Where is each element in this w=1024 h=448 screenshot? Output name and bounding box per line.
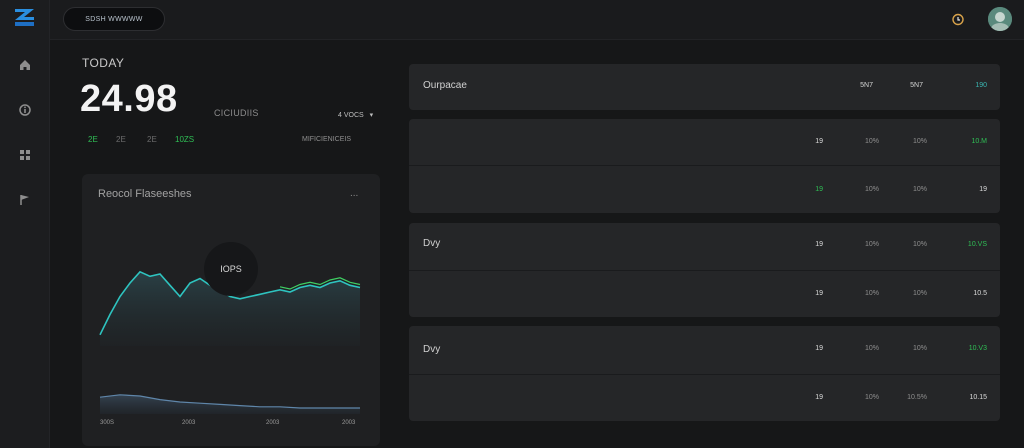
today-label: TODAY [82, 56, 125, 70]
metric-1: 2E [88, 135, 98, 144]
logo-icon[interactable] [12, 6, 38, 30]
row-cell: 10% [864, 394, 879, 401]
flag-icon [20, 195, 29, 205]
sidebar [0, 0, 50, 448]
row-cell: 10.5% [907, 394, 927, 401]
avatar-image [988, 7, 1012, 31]
x-tick-label: 2003 [342, 420, 356, 426]
metric-2: 2E [116, 135, 126, 144]
avatar[interactable] [988, 7, 1012, 31]
series-2-line [99, 394, 360, 409]
row-cell: 10.V3 [968, 345, 987, 352]
row-cell: 10.M [971, 138, 987, 145]
row-cell: 19 [815, 290, 823, 297]
grid-icon [20, 150, 30, 160]
row-cell: 19 [815, 186, 823, 193]
metric-summary: MIFICIENICEIS [302, 136, 352, 143]
x-tick-label: 2003 [182, 420, 196, 426]
series-2-area [100, 394, 360, 414]
info-icon [19, 104, 31, 116]
dropdown-arrow-icon: ▾ [369, 112, 374, 119]
search-text: SDSH WWWWW [85, 15, 143, 23]
search-pill[interactable]: SDSH WWWWW [63, 7, 165, 31]
chart-title: Reocol Flaseeshes [98, 188, 192, 200]
row-divider [409, 270, 1000, 271]
row-cell: 19 [979, 186, 987, 193]
sidebar-item-info[interactable] [13, 100, 37, 120]
header-col-3: 190 [975, 82, 987, 89]
votes-text: 4 VOCS [338, 112, 364, 119]
panel-title: Dvy [423, 238, 441, 249]
home-icon [20, 60, 30, 70]
panel-title: Dvy [423, 344, 441, 355]
row-cell: 10% [912, 138, 927, 145]
header-col-2: 5N7 [910, 82, 923, 89]
row-cell: 10% [864, 186, 879, 193]
group-panel-3: Dvy 19 10% 10% 10.V3 19 10% 10.5% 10.15 [409, 326, 1000, 421]
x-tick-label: 2003 [266, 420, 280, 426]
chart-tooltip-text: IOPS [220, 264, 242, 274]
votes-label[interactable]: 4 VOCS ▾ [338, 111, 373, 119]
chart-card: Reocol Flaseeshes ... IOPS 300S 2003 200… [82, 174, 380, 446]
row-cell: 10% [864, 290, 879, 297]
group-panel-1: 19 10% 10% 10.M 19 10% 10% 19 [409, 119, 1000, 213]
x-tick-label: 300S [100, 420, 115, 426]
series-1-line [99, 270, 361, 336]
top-bar: SDSH WWWWW [50, 0, 1024, 40]
row-cell: 10.15 [969, 394, 987, 401]
today-value: 24.98 [80, 78, 178, 120]
notification-button[interactable] [948, 9, 968, 29]
header-panel: Ourpacae 5N7 5N7 190 [409, 64, 1000, 110]
series-1-highlight [279, 277, 361, 290]
row-cell: 10% [912, 241, 927, 248]
row-cell: 10% [912, 345, 927, 352]
row-cell: 19 [815, 394, 823, 401]
bell-icon [952, 13, 964, 26]
chart-svg [99, 270, 361, 414]
row-cell: 10.5 [973, 290, 987, 297]
metric-4: 10ZS [175, 135, 195, 144]
today-unit: CICIUDIIS [214, 108, 259, 118]
sidebar-item-home[interactable] [13, 55, 37, 75]
row-cell: 10% [912, 186, 927, 193]
row-cell: 19 [815, 138, 823, 145]
header-col-1: 5N7 [860, 82, 873, 89]
row-cell: 10% [864, 241, 879, 248]
panel-title: Ourpacae [423, 80, 467, 91]
row-cell: 10% [912, 290, 927, 297]
sidebar-item-grid[interactable] [13, 145, 37, 165]
chart-menu-button[interactable]: ... [350, 188, 359, 199]
metric-3: 2E [147, 135, 157, 144]
row-cell: 19 [815, 241, 823, 248]
sidebar-item-flag[interactable] [13, 190, 37, 210]
row-cell: 10% [864, 345, 879, 352]
row-divider [409, 165, 1000, 166]
chart-tooltip: IOPS [204, 242, 258, 296]
row-divider [409, 374, 1000, 375]
row-cell: 19 [815, 345, 823, 352]
row-cell: 10% [864, 138, 879, 145]
row-cell: 10.VS [967, 241, 987, 248]
